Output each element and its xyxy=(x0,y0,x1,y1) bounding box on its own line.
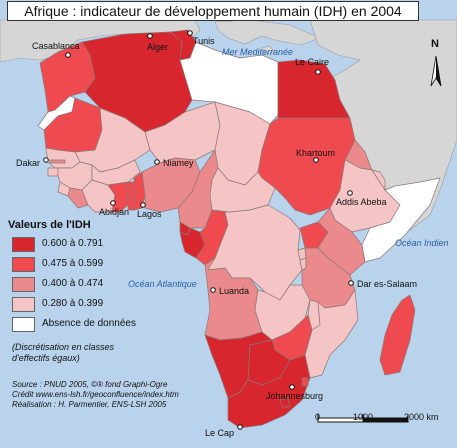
legend-label-1: 0.600 à 0.791 xyxy=(42,238,104,249)
legend-label-5: Absence de données xyxy=(42,318,136,329)
legend-note: (Discrétisation en classes d'effectifs é… xyxy=(12,342,115,363)
city-label-alger: Alger xyxy=(147,42,169,52)
city-dot-alger xyxy=(147,33,153,39)
legend-swatch-2 xyxy=(12,257,35,272)
country-somalia xyxy=(361,177,441,263)
country-south-africa xyxy=(227,354,311,429)
city-label-addis-abeba: Addis Abeba xyxy=(336,197,387,207)
scale-bar xyxy=(317,414,409,423)
city-label-johannesburg: Johannesburg xyxy=(266,391,324,401)
city-dot-tunis xyxy=(187,30,193,36)
north-arrow xyxy=(430,55,442,87)
legend-label-4: 0.280 à 0.399 xyxy=(42,298,104,309)
credits-realisation: Réalisation : H. Parmentier, ENS-LSH 200… xyxy=(12,400,167,409)
city-label-lagos: Lagos xyxy=(137,209,162,219)
country-djibouti xyxy=(371,169,386,191)
label-indian-ocean: Océan Indien xyxy=(395,238,449,248)
legend-label-2: 0.475 à 0.599 xyxy=(42,258,104,269)
map-title: Afrique : indicateur de développement hu… xyxy=(7,1,419,21)
legend-swatch-4 xyxy=(12,297,35,312)
country-gambia xyxy=(49,159,66,164)
legend-swatch-5 xyxy=(12,317,35,332)
city-label-niamey: Niamey xyxy=(163,158,194,168)
legend-title: Valeurs de l'IDH xyxy=(8,219,91,231)
credits-credit: Crédit www.ens-lsh.fr/geoconfluence/inde… xyxy=(12,390,179,399)
city-label-le-caire: Le Caire xyxy=(295,57,330,67)
north-label: N xyxy=(431,38,439,50)
legend-swatch-3 xyxy=(12,277,35,292)
city-dots xyxy=(43,30,354,430)
credits-block: Source : PNUD 2005, ©® fond Graphi-Ogre … xyxy=(12,380,179,410)
africa-countries xyxy=(37,29,441,429)
city-dot-le-caire xyxy=(315,69,321,75)
city-label-luanda: Luanda xyxy=(219,286,250,296)
city-dot-johannesburg xyxy=(289,384,295,390)
legend-swatch-1 xyxy=(12,237,35,252)
city-dot-khartoum xyxy=(313,157,319,163)
city-dot-dakar xyxy=(43,157,49,163)
country-swaziland xyxy=(301,377,309,387)
city-label-dar-es-salaam: Dar es-Salaam xyxy=(357,279,418,289)
city-dot-casablanca xyxy=(65,52,71,58)
scale-tick-0: 0 xyxy=(315,412,321,422)
scale-tick-1000: 1000 xyxy=(353,412,374,422)
country-benin xyxy=(133,171,146,211)
city-dot-niamey xyxy=(154,159,160,165)
country-libya xyxy=(179,41,279,125)
city-dot-dar-es-salaam xyxy=(348,280,354,286)
city-label-dakar: Dakar xyxy=(16,158,41,168)
country-kenya xyxy=(317,207,366,276)
city-dot-lagos xyxy=(140,202,146,208)
city-label-tunis: Tunis xyxy=(193,36,215,46)
label-mediterranean: Mer Mediterranée xyxy=(222,47,294,57)
country-togo xyxy=(127,181,135,211)
city-dot-abidjan xyxy=(110,200,116,206)
legend-label-3: 0.400 à 0.474 xyxy=(42,278,104,289)
country-lesotho xyxy=(279,397,291,409)
city-dot-luanda xyxy=(210,287,216,293)
city-dot-addis-abeba xyxy=(347,190,353,196)
label-atlantic-ocean: Océan Atlantique xyxy=(128,279,197,289)
city-dot-le-cap xyxy=(237,424,243,430)
credits-source: Source : PNUD 2005, ©® fond Graphi-Ogre xyxy=(12,380,168,389)
country-burkina-faso xyxy=(91,159,141,186)
scale-tick-2000: 2000 km xyxy=(404,412,439,422)
city-label-le-cap: Le Cap xyxy=(205,428,235,438)
city-label-khartoum: Khartoum xyxy=(296,148,336,158)
surrounding-land xyxy=(0,19,457,231)
city-label-abidjan: Abidjan xyxy=(99,207,130,217)
city-label-casablanca: Casablanca xyxy=(32,41,80,51)
country-madagascar xyxy=(379,294,416,376)
